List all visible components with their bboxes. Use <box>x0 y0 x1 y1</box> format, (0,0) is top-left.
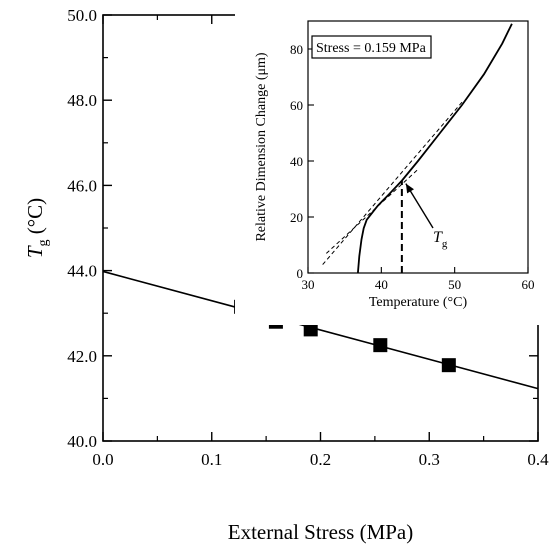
inset-tg-marker-group <box>400 180 434 273</box>
inset-y-axis-title: Relative Dimension Change (μm) <box>254 52 269 241</box>
inset-y-tick-label: 80 <box>290 42 303 57</box>
inset-x-axis-title: Temperature (°C) <box>369 295 468 310</box>
inset-y-tick-label: 60 <box>290 98 303 113</box>
main-data-point <box>303 322 318 337</box>
inset-annotation-box <box>311 35 432 59</box>
main-y-tick-label: 48.0 <box>67 91 97 110</box>
main-y-axis-title-unit: (°C) <box>23 198 47 240</box>
main-y-tick-label: 40.0 <box>67 432 97 451</box>
main-y-tick-label: 46.0 <box>67 176 97 195</box>
main-y-tick-label: 50.0 <box>67 6 97 25</box>
main-y-tick-label: 44.0 <box>67 262 97 281</box>
main-x-axis-title: External Stress (MPa) <box>228 520 413 544</box>
inset-x-tick-label: 30 <box>302 277 315 292</box>
main-y-axis-title-sub: g <box>36 239 51 246</box>
inset-chart: 0 20 40 60 80 30 40 50 60 Stress = 0.159 MPa Te… <box>235 5 547 325</box>
inset-y-tick-label: 20 <box>290 210 303 225</box>
inset-annotation-text: Stress = 0.159 MPa <box>316 41 427 56</box>
inset-x-tick-label: 60 <box>522 277 535 292</box>
main-x-axis-ticks: 0.0 0.1 0.2 0.3 0.4 <box>92 15 549 469</box>
main-fit-line <box>102 270 539 390</box>
inset-y-tick-label: 0 <box>297 266 304 281</box>
main-x-tick-label: 0.2 <box>310 450 331 469</box>
inset-x-axis-ticks: 30 40 50 60 <box>302 267 535 292</box>
main-x-tick-label: 0.3 <box>419 450 440 469</box>
inset-tg-label-sub: g <box>442 238 448 250</box>
main-chart: 40.0 42.0 44.0 46.0 48.0 50.0 0.0 0.1 0.2 0.3 0.4… <box>23 6 549 544</box>
main-x-tick-label: 0.4 <box>527 450 549 469</box>
inset-x-tick-label: 50 <box>448 277 461 292</box>
main-data-point <box>373 338 388 353</box>
inset-tangent-line <box>322 101 463 265</box>
inset-plot-frame <box>307 20 529 274</box>
inset-y-axis-ticks: 0 20 40 60 80 <box>290 42 314 281</box>
main-fit-line-group <box>102 270 539 390</box>
main-x-tick-label: 0.0 <box>92 450 113 469</box>
main-x-tick-label: 0.1 <box>201 450 222 469</box>
main-y-tick-label: 42.0 <box>67 347 97 366</box>
inset-curve-line <box>357 23 513 274</box>
inset-tg-label-main: T <box>433 229 443 246</box>
main-y-axis-title-main: T <box>23 245 47 258</box>
inset-y-tick-label: 40 <box>290 154 303 169</box>
main-data-point <box>441 358 456 373</box>
inset-tg-label: Tg <box>433 229 448 250</box>
main-y-axis-ticks: 40.0 42.0 44.0 46.0 48.0 50.0 <box>67 6 538 451</box>
inset-x-tick-label: 40 <box>375 277 388 292</box>
main-y-axis-title: Tg (°C) <box>23 198 51 258</box>
inset-curve-group <box>357 23 513 274</box>
inset-tangent-lines <box>322 101 463 265</box>
inset-tg-arrow-head <box>405 183 414 194</box>
